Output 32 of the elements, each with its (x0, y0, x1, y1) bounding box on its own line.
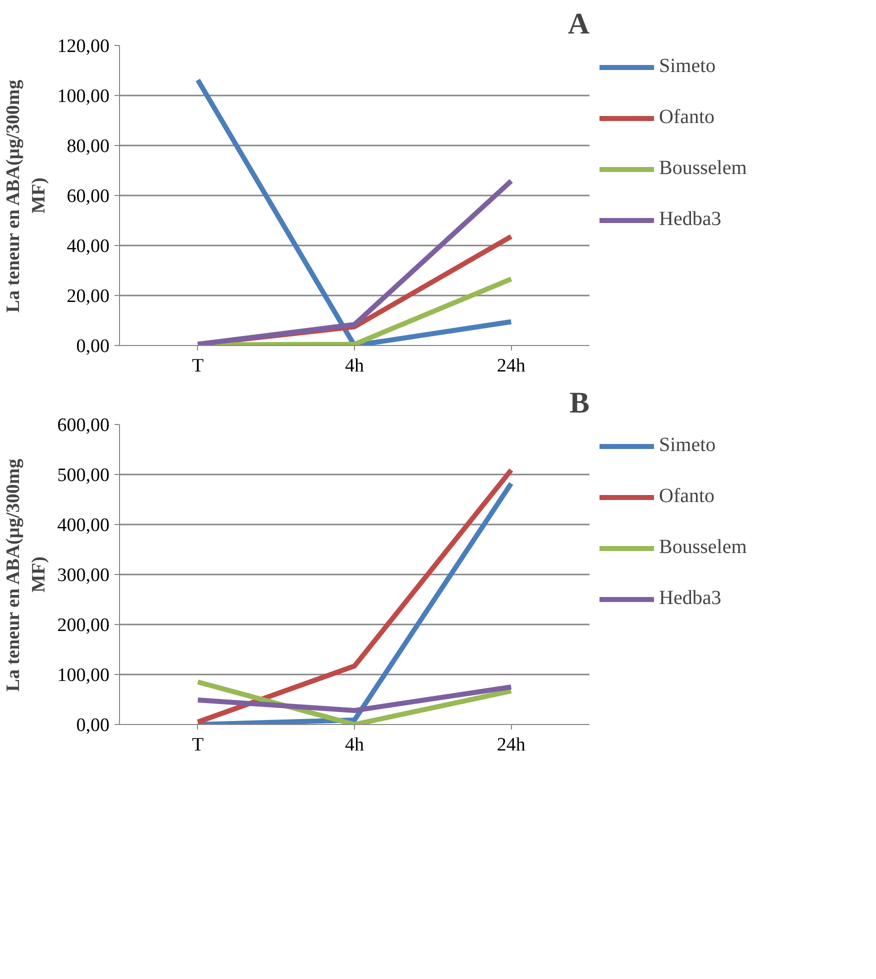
y-tick-label: 80,00 (66, 136, 110, 157)
legend-label: Simeto (659, 434, 716, 457)
legend-label: Bousselem (659, 536, 747, 559)
legend-label: Simeto (659, 55, 716, 78)
y-tick-label: 600,00 (57, 415, 110, 436)
x-tick-label: 24h (496, 734, 526, 756)
legend-label: Hedba3 (659, 208, 722, 231)
y-tick-label: 100,00 (57, 665, 110, 686)
y-tick-label: 200,00 (57, 615, 110, 636)
chart-title: B (569, 386, 590, 420)
y-tick-label: 500,00 (57, 465, 110, 486)
y-tick-label: 20,00 (66, 286, 110, 307)
chart-title: A (568, 8, 590, 40)
legend-label: Bousselem (659, 157, 747, 180)
x-tick-label: 4h (345, 734, 364, 756)
legend-label: Hedba3 (659, 587, 722, 610)
y-tick-label: 0,00 (76, 715, 110, 736)
x-tick-label: T (192, 734, 204, 756)
x-tick-label: 4h (345, 356, 364, 376)
y-tick-label: 120,00 (57, 36, 110, 57)
y-tick-label: 60,00 (66, 186, 110, 207)
y-axis-title: La teneur en ABA(µg/300mg MF) (3, 458, 50, 692)
y-tick-label: 100,00 (57, 86, 110, 107)
y-axis-title: La teneur en ABA(µg/300mg MF) (3, 79, 50, 313)
legend-label: Ofanto (659, 106, 715, 129)
y-tick-label: 40,00 (66, 236, 110, 257)
x-tick-label: T (192, 356, 204, 376)
y-tick-label: 400,00 (57, 515, 110, 536)
y-tick-label: 0,00 (76, 336, 110, 357)
y-tick-label: 300,00 (57, 565, 110, 586)
legend-label: Ofanto (659, 485, 715, 508)
x-tick-label: 24h (496, 356, 526, 376)
